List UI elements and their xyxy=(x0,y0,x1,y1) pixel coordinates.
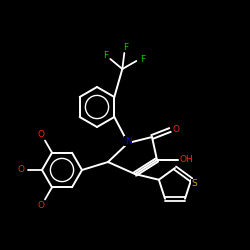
Text: F: F xyxy=(103,52,108,60)
Text: O: O xyxy=(172,126,180,134)
Text: N: N xyxy=(124,136,132,145)
Text: OH: OH xyxy=(179,156,193,164)
Text: O: O xyxy=(38,201,45,210)
Text: F: F xyxy=(123,42,128,51)
Text: O: O xyxy=(18,166,24,174)
Text: F: F xyxy=(140,56,145,64)
Text: O: O xyxy=(38,130,45,139)
Text: S: S xyxy=(191,179,197,188)
